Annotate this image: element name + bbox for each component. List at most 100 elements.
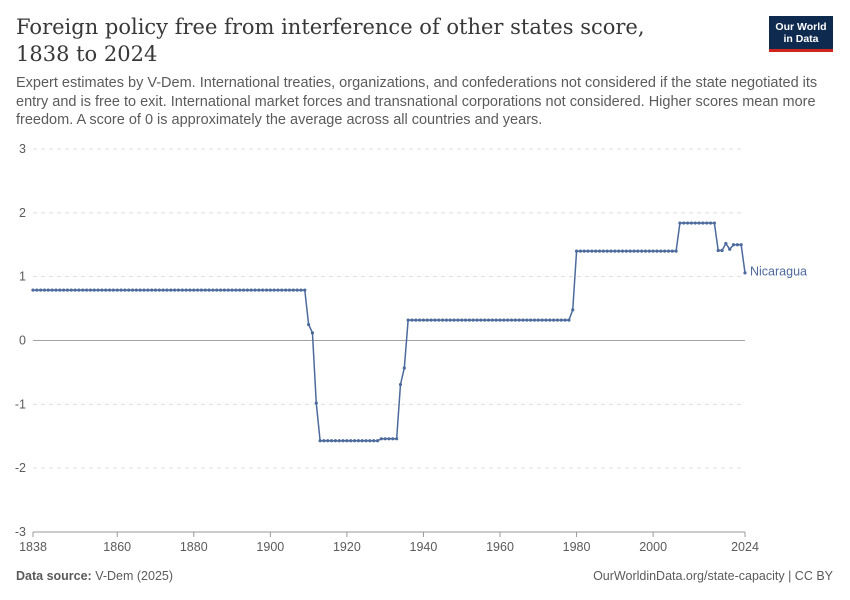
data-point [697, 221, 701, 225]
data-point [483, 318, 487, 322]
data-point [456, 318, 460, 322]
owid-logo[interactable]: Our World in Data [769, 16, 833, 52]
data-point [81, 288, 85, 292]
y-tick-label: -2 [15, 461, 26, 475]
data-point [735, 243, 739, 247]
data-point [115, 288, 119, 292]
data-point [590, 249, 594, 253]
data-source: Data source: V-Dem (2025) [16, 569, 173, 583]
data-point [674, 249, 678, 253]
data-point [574, 249, 579, 253]
data-point [253, 288, 257, 292]
data-point [421, 318, 426, 322]
data-point [391, 437, 395, 441]
data-point [134, 288, 138, 292]
data-point [651, 249, 655, 253]
data-point [513, 318, 517, 322]
data-point [448, 318, 452, 322]
data-point [372, 439, 376, 443]
data-point [559, 318, 563, 322]
data-source-value: V-Dem (2025) [95, 569, 174, 583]
data-point [46, 288, 50, 292]
data-point [291, 288, 295, 292]
data-point [452, 318, 456, 322]
x-axis: 1838 1860 1880 1900 1920 1940 1960 1980 2000 2024 [19, 531, 759, 554]
data-point [395, 437, 399, 441]
data-point [490, 318, 494, 322]
y-tick-label: 1 [19, 270, 26, 284]
data-point [682, 221, 686, 225]
data-point [92, 288, 96, 292]
data-point [601, 249, 605, 253]
chart-title: Foreign policy free from interference of… [16, 15, 645, 66]
data-point [130, 288, 135, 292]
data-point [471, 318, 475, 322]
data-point [525, 318, 529, 322]
data-point [406, 318, 410, 322]
data-point [517, 318, 521, 322]
data-point [567, 318, 571, 322]
data-point [418, 318, 422, 322]
data-point [743, 271, 747, 275]
data-point [705, 221, 709, 225]
data-point [628, 249, 632, 253]
data-point [299, 288, 303, 292]
logo-line-2: in Data [783, 33, 819, 45]
credit-link[interactable]: OurWorldinData.org/state-capacity | CC B… [593, 569, 833, 583]
data-point [96, 288, 100, 292]
x-tick-label: 1940 [410, 540, 438, 554]
grid-lines [33, 148, 745, 533]
data-point [693, 221, 697, 225]
data-point [349, 439, 353, 443]
data-point [196, 288, 200, 292]
data-source-label: Data source: [16, 569, 92, 583]
data-point [295, 288, 299, 292]
data-point [701, 221, 705, 225]
data-point [529, 318, 533, 322]
data-point [728, 247, 732, 251]
data-point [173, 288, 177, 292]
data-point [42, 288, 47, 292]
x-tick-label: 1920 [333, 540, 361, 554]
data-point [119, 288, 123, 292]
data-point [609, 249, 613, 253]
y-axis: -3 -2 -1 0 1 2 3 [15, 142, 26, 539]
data-point [666, 249, 671, 253]
x-tick-label: 1860 [103, 540, 131, 554]
data-point [203, 288, 207, 292]
data-point [39, 288, 43, 292]
data-point [215, 288, 219, 292]
data-point [379, 437, 383, 441]
data-point [360, 439, 364, 443]
data-point [620, 249, 625, 253]
data-point [647, 249, 651, 253]
data-point [241, 288, 246, 292]
data-point [716, 248, 720, 253]
data-point [322, 439, 326, 443]
y-tick-label: -3 [15, 525, 26, 539]
data-point [69, 288, 73, 292]
data-point [329, 439, 334, 443]
data-point [440, 318, 445, 322]
data-point [111, 288, 115, 292]
data-point [475, 318, 479, 322]
data-point [414, 318, 418, 322]
data-point [161, 288, 165, 292]
data-point [157, 288, 161, 292]
data-point [498, 318, 502, 322]
data-point [506, 318, 510, 322]
data-point [176, 288, 181, 292]
data-point [552, 318, 556, 322]
data-point [50, 288, 54, 292]
data-point [460, 318, 464, 322]
data-point [540, 318, 544, 322]
data-point [261, 288, 265, 292]
data-point [333, 439, 338, 443]
data-point [708, 221, 713, 225]
data-point [555, 318, 560, 322]
data-point [387, 437, 391, 441]
data-point [337, 439, 341, 443]
data-point [586, 249, 590, 253]
data-point [268, 288, 272, 292]
data-point [352, 439, 357, 443]
